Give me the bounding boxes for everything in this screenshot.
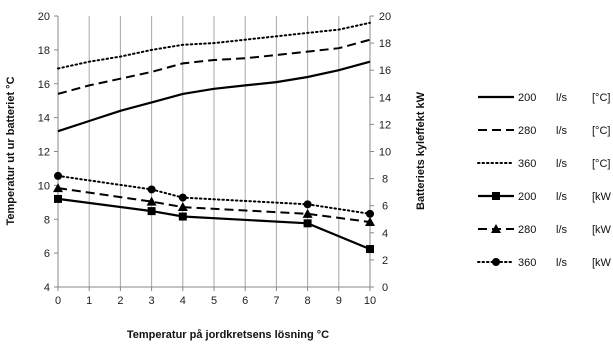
y2-tick-label: 10	[379, 147, 391, 159]
data-point	[54, 171, 62, 180]
legend-unit: [°C]	[592, 125, 610, 137]
data-point	[53, 183, 63, 193]
legend-unit-label: l/s	[556, 92, 568, 104]
legend-flow: 280	[518, 224, 536, 236]
legend-flow: 200	[518, 92, 536, 104]
data-point	[303, 200, 312, 209]
y-tick-label: 10	[38, 180, 50, 192]
data-point	[177, 202, 188, 212]
y-tick-label: 20	[38, 11, 50, 23]
series-lines	[53, 21, 375, 254]
legend-unit: [°C]	[592, 92, 610, 104]
data-point	[366, 209, 374, 218]
legend-flow: 200	[518, 191, 536, 203]
legend-unit: [kW	[592, 257, 612, 269]
y2-tick-label: 4	[382, 228, 388, 240]
y2-tick-label: 8	[382, 174, 388, 186]
axes: 0 1 2 3 4 5 6 7 8 9 104681012141618200246810121416…	[38, 11, 391, 307]
data-point	[54, 194, 62, 203]
data-point	[303, 219, 312, 228]
legend-unit-label: l/s	[556, 257, 568, 269]
series-line-2	[57, 38, 371, 95]
legend-flow: 360	[518, 158, 536, 170]
y-tick-label: 6	[44, 248, 50, 260]
legend-flow: 360	[518, 257, 536, 269]
y-tick-label: 12	[38, 147, 50, 159]
y2-axis-label: Batteriets kyleffekt kW	[415, 91, 427, 210]
x-tick-label: 6	[242, 295, 248, 307]
legend-unit-label: l/s	[556, 224, 568, 236]
y2-tick-label: 20	[379, 11, 391, 23]
x-axis-label: Temperatur på jordkretsens lösning °C	[127, 329, 329, 341]
data-point	[366, 245, 374, 254]
x-tick-label: 7	[273, 295, 279, 307]
data-point	[146, 196, 157, 206]
y2-tick-label: 12	[379, 119, 391, 131]
data-point	[178, 193, 187, 202]
x-tick-label: 2	[117, 295, 123, 307]
data-point	[302, 208, 313, 218]
x-tick-label: 4	[180, 295, 186, 307]
data-point	[147, 185, 156, 194]
legend-unit: [kW	[592, 191, 612, 203]
legend-unit-label: l/s	[556, 158, 568, 170]
y2-tick-label: 18	[379, 38, 391, 50]
y-tick-label: 16	[38, 79, 50, 91]
x-tick-label: 5	[211, 295, 217, 307]
legend-unit: [°C]	[592, 158, 610, 170]
y2-tick-label: 14	[379, 92, 391, 104]
series-line-3	[57, 21, 371, 70]
y2-tick-label: 16	[379, 65, 391, 77]
x-tick-label: 9	[336, 295, 342, 307]
legend-flow: 280	[518, 125, 536, 137]
y-tick-label: 18	[38, 45, 50, 57]
legend-marker	[492, 192, 500, 200]
legend-unit: [kW	[592, 224, 612, 236]
legend-marker	[491, 224, 501, 233]
y-tick-label: 4	[44, 282, 50, 294]
legend-marker	[492, 258, 500, 266]
y2-tick-label: 0	[382, 282, 388, 294]
x-tick-label: 10	[364, 295, 376, 307]
y-tick-label: 14	[38, 113, 50, 125]
x-tick-label: 0	[55, 295, 61, 307]
data-point	[178, 212, 187, 221]
y2-tick-label: 6	[382, 201, 388, 213]
legend-unit-label: l/s	[556, 191, 568, 203]
x-tick-label: 1	[86, 295, 92, 307]
series-line-1	[57, 60, 371, 133]
legend-unit-label: l/s	[556, 125, 568, 137]
legend: 200 l/s [°C] 280 l/s [°C] 360 l/s [°C] 200 l/s [kW 2…	[477, 92, 612, 269]
x-tick-label: 8	[305, 295, 311, 307]
data-point	[365, 216, 375, 226]
x-tick-label: 3	[149, 295, 155, 307]
y-axis-label: Temperatur ut ur batteriet °C	[5, 76, 17, 225]
y2-tick-label: 2	[382, 255, 388, 267]
y-tick-label: 8	[44, 214, 50, 226]
data-point	[147, 207, 156, 216]
grid	[57, 16, 371, 287]
